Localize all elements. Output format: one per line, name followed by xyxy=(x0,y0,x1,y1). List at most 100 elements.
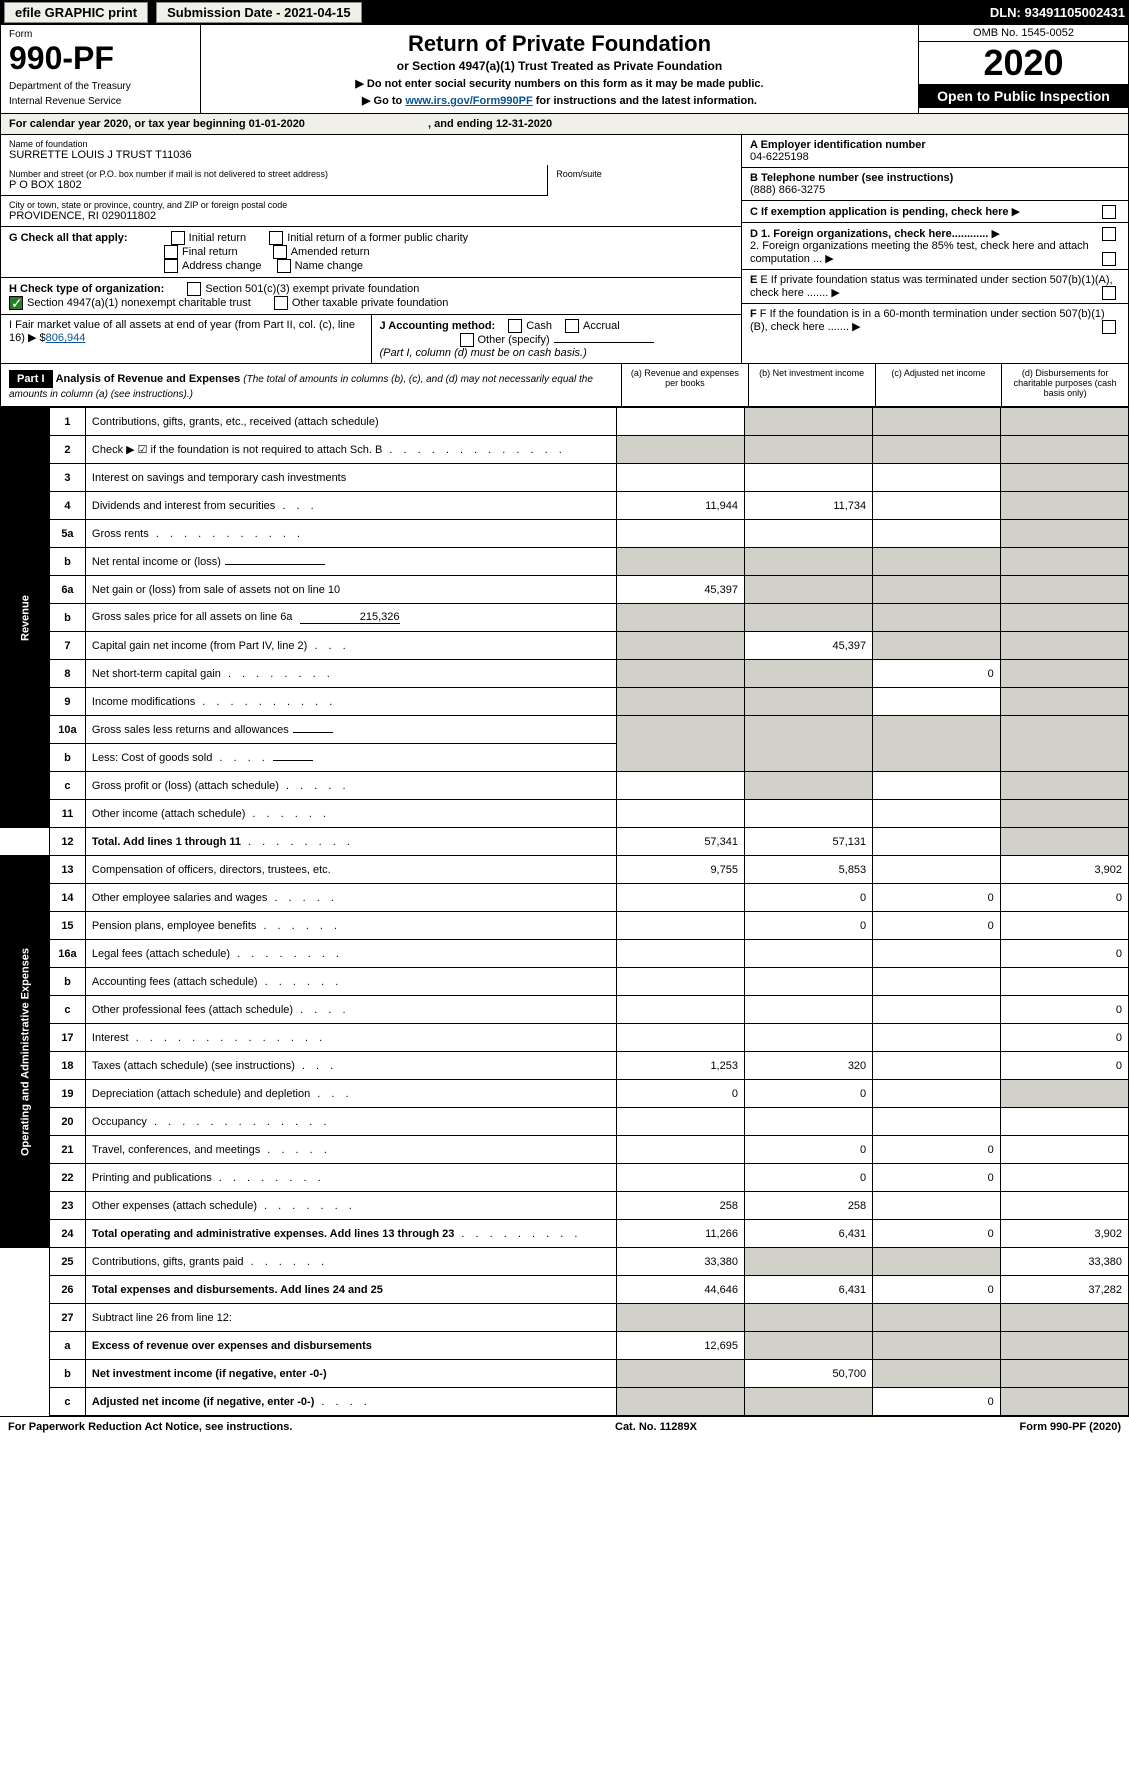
table-row: 18Taxes (attach schedule) (see instructi… xyxy=(1,1052,1129,1080)
form-subtitle: or Section 4947(a)(1) Trust Treated as P… xyxy=(207,59,912,73)
city-label: City or town, state or province, country… xyxy=(9,200,733,210)
footer-left: For Paperwork Reduction Act Notice, see … xyxy=(8,1421,292,1433)
submission-date: Submission Date - 2021-04-15 xyxy=(156,2,362,23)
year-box: OMB No. 1545-0052 2020 Open to Public In… xyxy=(918,25,1128,113)
table-row: 24Total operating and administrative exp… xyxy=(1,1220,1129,1248)
title-box: Return of Private Foundation or Section … xyxy=(201,25,918,113)
table-row: 19Depreciation (attach schedule) and dep… xyxy=(1,1080,1129,1108)
e-checkbox[interactable] xyxy=(1102,286,1116,300)
table-row: 15Pension plans, employee benefits . . .… xyxy=(1,912,1129,940)
table-row: bAccounting fees (attach schedule) . . .… xyxy=(1,968,1129,996)
col-b-header: (b) Net investment income xyxy=(748,364,875,406)
table-row: 21Travel, conferences, and meetings . . … xyxy=(1,1136,1129,1164)
d2-checkbox[interactable] xyxy=(1102,252,1116,266)
part1-label: Part I xyxy=(9,370,53,388)
table-row: cOther professional fees (attach schedul… xyxy=(1,996,1129,1024)
col-a-header: (a) Revenue and expenses per books xyxy=(621,364,748,406)
table-row: 26Total expenses and disbursements. Add … xyxy=(1,1276,1129,1304)
part1-header: Part I Analysis of Revenue and Expenses … xyxy=(0,364,1129,407)
foundation-name: SURRETTE LOUIS J TRUST T11036 xyxy=(9,149,733,161)
ein: 04-6225198 xyxy=(750,151,809,163)
footer-right: Form 990-PF (2020) xyxy=(1020,1421,1121,1433)
form-number: 990-PF xyxy=(9,40,192,77)
section-h: H Check type of organization: Section 50… xyxy=(1,278,741,315)
table-row: 17Interest . . . . . . . . . . . . . .0 xyxy=(1,1024,1129,1052)
form-header: Form 990-PF Department of the Treasury I… xyxy=(0,25,1129,114)
telephone: (888) 866-3275 xyxy=(750,184,825,196)
table-row: bNet rental income or (loss) xyxy=(1,548,1129,576)
name-change-checkbox[interactable] xyxy=(277,259,291,273)
calendar-year-row: For calendar year 2020, or tax year begi… xyxy=(0,114,1129,135)
table-row: 4Dividends and interest from securities … xyxy=(1,492,1129,520)
table-row: 23Other expenses (attach schedule) . . .… xyxy=(1,1192,1129,1220)
expenses-sidelabel: Operating and Administrative Expenses xyxy=(1,856,50,1248)
name-label: Name of foundation xyxy=(9,139,733,149)
irs: Internal Revenue Service xyxy=(9,96,192,107)
revenue-sidelabel: Revenue xyxy=(1,408,50,828)
other-method-checkbox[interactable] xyxy=(460,333,474,347)
other-taxable-checkbox[interactable] xyxy=(274,296,288,310)
initial-public-checkbox[interactable] xyxy=(269,231,283,245)
note-2: ▶ Go to www.irs.gov/Form990PF for instru… xyxy=(207,94,912,107)
table-row: cGross profit or (loss) (attach schedule… xyxy=(1,772,1129,800)
c-checkbox[interactable] xyxy=(1102,205,1116,219)
table-row: 2Check ▶ ☑ if the foundation is not requ… xyxy=(1,436,1129,464)
table-row: 11Other income (attach schedule) . . . .… xyxy=(1,800,1129,828)
initial-return-checkbox[interactable] xyxy=(171,231,185,245)
room-label: Room/suite xyxy=(556,169,733,179)
table-row: 14Other employee salaries and wages . . … xyxy=(1,884,1129,912)
topbar: efile GRAPHIC print Submission Date - 20… xyxy=(0,0,1129,25)
col-d-header: (d) Disbursements for charitable purpose… xyxy=(1001,364,1128,406)
table-row: Revenue 1Contributions, gifts, grants, e… xyxy=(1,408,1129,436)
note-1: ▶ Do not enter social security numbers o… xyxy=(207,77,912,90)
table-row: 8Net short-term capital gain . . . . . .… xyxy=(1,660,1129,688)
table-row: 3Interest on savings and temporary cash … xyxy=(1,464,1129,492)
omb-number: OMB No. 1545-0052 xyxy=(919,25,1128,42)
tel-label: B Telephone number (see instructions) xyxy=(750,172,953,184)
table-row: bGross sales price for all assets on lin… xyxy=(1,604,1129,632)
table-row: 16aLegal fees (attach schedule) . . . . … xyxy=(1,940,1129,968)
main-table: Revenue 1Contributions, gifts, grants, e… xyxy=(0,407,1129,1416)
form-title: Return of Private Foundation xyxy=(207,31,912,57)
footer: For Paperwork Reduction Act Notice, see … xyxy=(0,1416,1129,1437)
form-id-box: Form 990-PF Department of the Treasury I… xyxy=(1,25,201,113)
501c3-checkbox[interactable] xyxy=(187,282,201,296)
amended-checkbox[interactable] xyxy=(273,245,287,259)
table-row: 10aGross sales less returns and allowanc… xyxy=(1,716,1129,744)
f-checkbox[interactable] xyxy=(1102,320,1116,334)
d1-checkbox[interactable] xyxy=(1102,227,1116,241)
address-change-checkbox[interactable] xyxy=(164,259,178,273)
dln-number: DLN: 93491105002431 xyxy=(990,5,1125,20)
fmv-amount[interactable]: 806,944 xyxy=(46,332,86,344)
ein-label: A Employer identification number xyxy=(750,139,926,151)
cash-checkbox[interactable] xyxy=(508,319,522,333)
table-row: bNet investment income (if negative, ent… xyxy=(1,1360,1129,1388)
part1-title: Analysis of Revenue and Expenses xyxy=(56,373,241,385)
public-inspection: Open to Public Inspection xyxy=(919,84,1128,108)
info-grid: Name of foundation SURRETTE LOUIS J TRUS… xyxy=(0,135,1129,364)
instructions-link[interactable]: www.irs.gov/Form990PF xyxy=(405,95,532,107)
4947-checkbox[interactable] xyxy=(9,296,23,310)
table-row: aExcess of revenue over expenses and dis… xyxy=(1,1332,1129,1360)
j-note: (Part I, column (d) must be on cash basi… xyxy=(380,347,587,359)
col-c-header: (c) Adjusted net income xyxy=(875,364,1002,406)
table-row: 27Subtract line 26 from line 12: xyxy=(1,1304,1129,1332)
section-g: G Check all that apply: Initial return I… xyxy=(1,227,741,278)
table-row: 12Total. Add lines 1 through 11 . . . . … xyxy=(1,828,1129,856)
table-row: 25Contributions, gifts, grants paid . . … xyxy=(1,1248,1129,1276)
form-label: Form xyxy=(9,29,192,40)
table-row: Operating and Administrative Expenses 13… xyxy=(1,856,1129,884)
table-row: 9Income modifications . . . . . . . . . … xyxy=(1,688,1129,716)
department: Department of the Treasury xyxy=(9,81,192,92)
final-return-checkbox[interactable] xyxy=(164,245,178,259)
efile-print-button[interactable]: efile GRAPHIC print xyxy=(4,2,148,23)
table-row: 22Printing and publications . . . . . . … xyxy=(1,1164,1129,1192)
table-row: 20Occupancy . . . . . . . . . . . . . xyxy=(1,1108,1129,1136)
address: P O BOX 1802 xyxy=(9,179,539,191)
addr-label: Number and street (or P.O. box number if… xyxy=(9,169,539,179)
city: PROVIDENCE, RI 029011802 xyxy=(9,210,733,222)
footer-mid: Cat. No. 11289X xyxy=(615,1421,697,1433)
accrual-checkbox[interactable] xyxy=(565,319,579,333)
table-row: 6aNet gain or (loss) from sale of assets… xyxy=(1,576,1129,604)
tax-year: 2020 xyxy=(919,42,1128,84)
